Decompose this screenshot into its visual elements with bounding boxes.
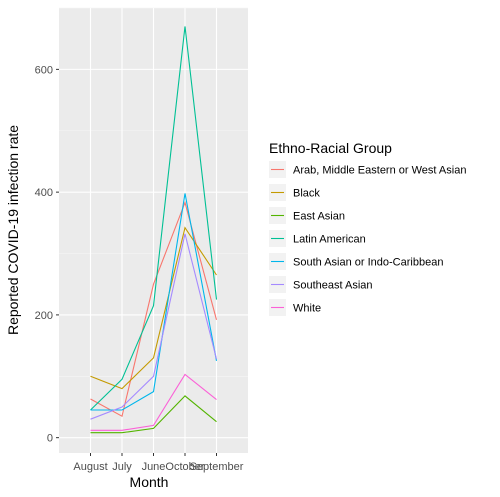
series-line xyxy=(90,26,218,411)
legend: Ethno-Racial Group Arab, Middle Eastern … xyxy=(269,140,466,316)
series-line xyxy=(90,193,218,411)
x-tick-label: June xyxy=(142,461,166,473)
legend-label: Southeast Asian xyxy=(293,280,373,292)
series-line xyxy=(90,395,217,434)
y-tick-label: 0 xyxy=(47,433,53,445)
series-line xyxy=(90,373,217,431)
x-tick-label: October xyxy=(165,461,204,473)
legend-title: Ethno-Racial Group xyxy=(269,140,392,156)
x-axis-title: Month xyxy=(130,474,169,490)
series-lines xyxy=(90,26,218,434)
series-line xyxy=(90,226,217,390)
legend-label: Arab, Middle Eastern or West Asian xyxy=(293,165,466,177)
x-tick-label: July xyxy=(112,461,132,473)
y-tick-label: 200 xyxy=(35,310,53,322)
x-tick-label: August xyxy=(73,461,107,473)
legend-label: Latin American xyxy=(293,234,366,246)
legend-items: Arab, Middle Eastern or West Asian Black E… xyxy=(269,161,466,316)
x-tick-label: September xyxy=(190,461,244,473)
legend-label: White xyxy=(293,303,321,315)
legend-label: Black xyxy=(293,188,320,200)
y-axis-ticks: 0 200 400 600 xyxy=(35,64,59,445)
y-tick-label: 400 xyxy=(35,187,53,199)
legend-label: South Asian or Indo-Caribbean xyxy=(293,257,443,269)
y-tick-label: 600 xyxy=(35,64,53,76)
series-line xyxy=(90,233,218,420)
legend-label: East Asian xyxy=(293,211,345,223)
y-axis-title: Reported COVID-19 infection rate xyxy=(5,125,21,335)
